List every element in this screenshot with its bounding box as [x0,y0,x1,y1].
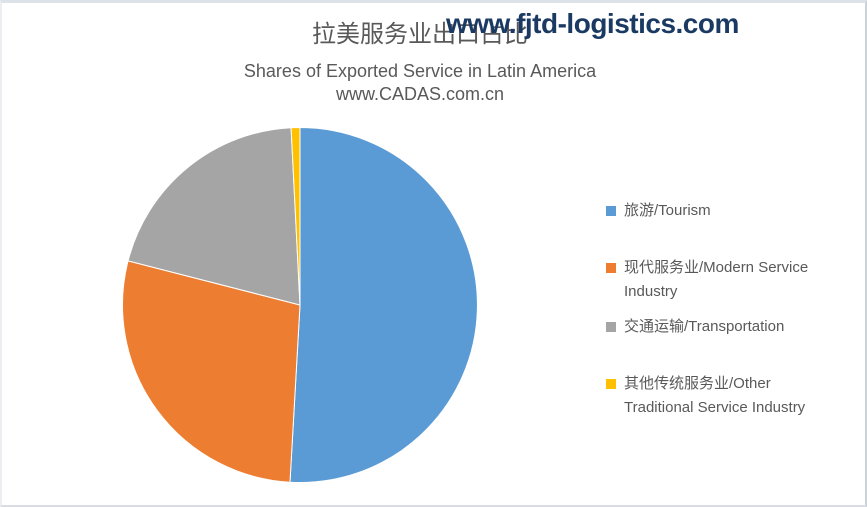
legend-marker-icon [606,206,616,216]
legend-label: 交通运输/Transportation [624,318,785,335]
legend-marker-icon [606,322,616,332]
legend-marker-icon [606,379,616,389]
legend-label: 其他传统服务业/Other Traditional Service Industr… [624,375,806,416]
legend-label: 现代服务业/Modern Service Industry [624,259,809,300]
legend-item-modern-service-industry: 现代服务业/Modern Service Industry [604,256,856,304]
pie-slice-other-traditional-service-industry [290,126,301,306]
watermark-text: www.fjtd-logistics.com [446,8,739,39]
legend-item-transportation: 交通运输/Transportation [604,315,856,339]
legend-item-other-traditional-service-industry: 其他传统服务业/Other Traditional Service Industr… [604,372,856,420]
chart-title-zh: 拉美服务业出口占比 [312,21,528,48]
legend-marker-icon [606,263,616,273]
chart-title-block: 拉美服务业出口占比 Shares of Exported Service in … [0,0,840,106]
chart-title-site: www.CADAS.com.cn [335,84,505,104]
pie-slice-transportation [127,127,301,306]
pie-slice-tourism [289,126,478,483]
legend-label: 旅游/Tourism [624,202,711,219]
chart-title-en: Shares of Exported Service in Latin Amer… [243,61,597,81]
legend-item-tourism: 旅游/Tourism [604,199,856,223]
pie-slice-modern-service-industry [122,260,301,483]
